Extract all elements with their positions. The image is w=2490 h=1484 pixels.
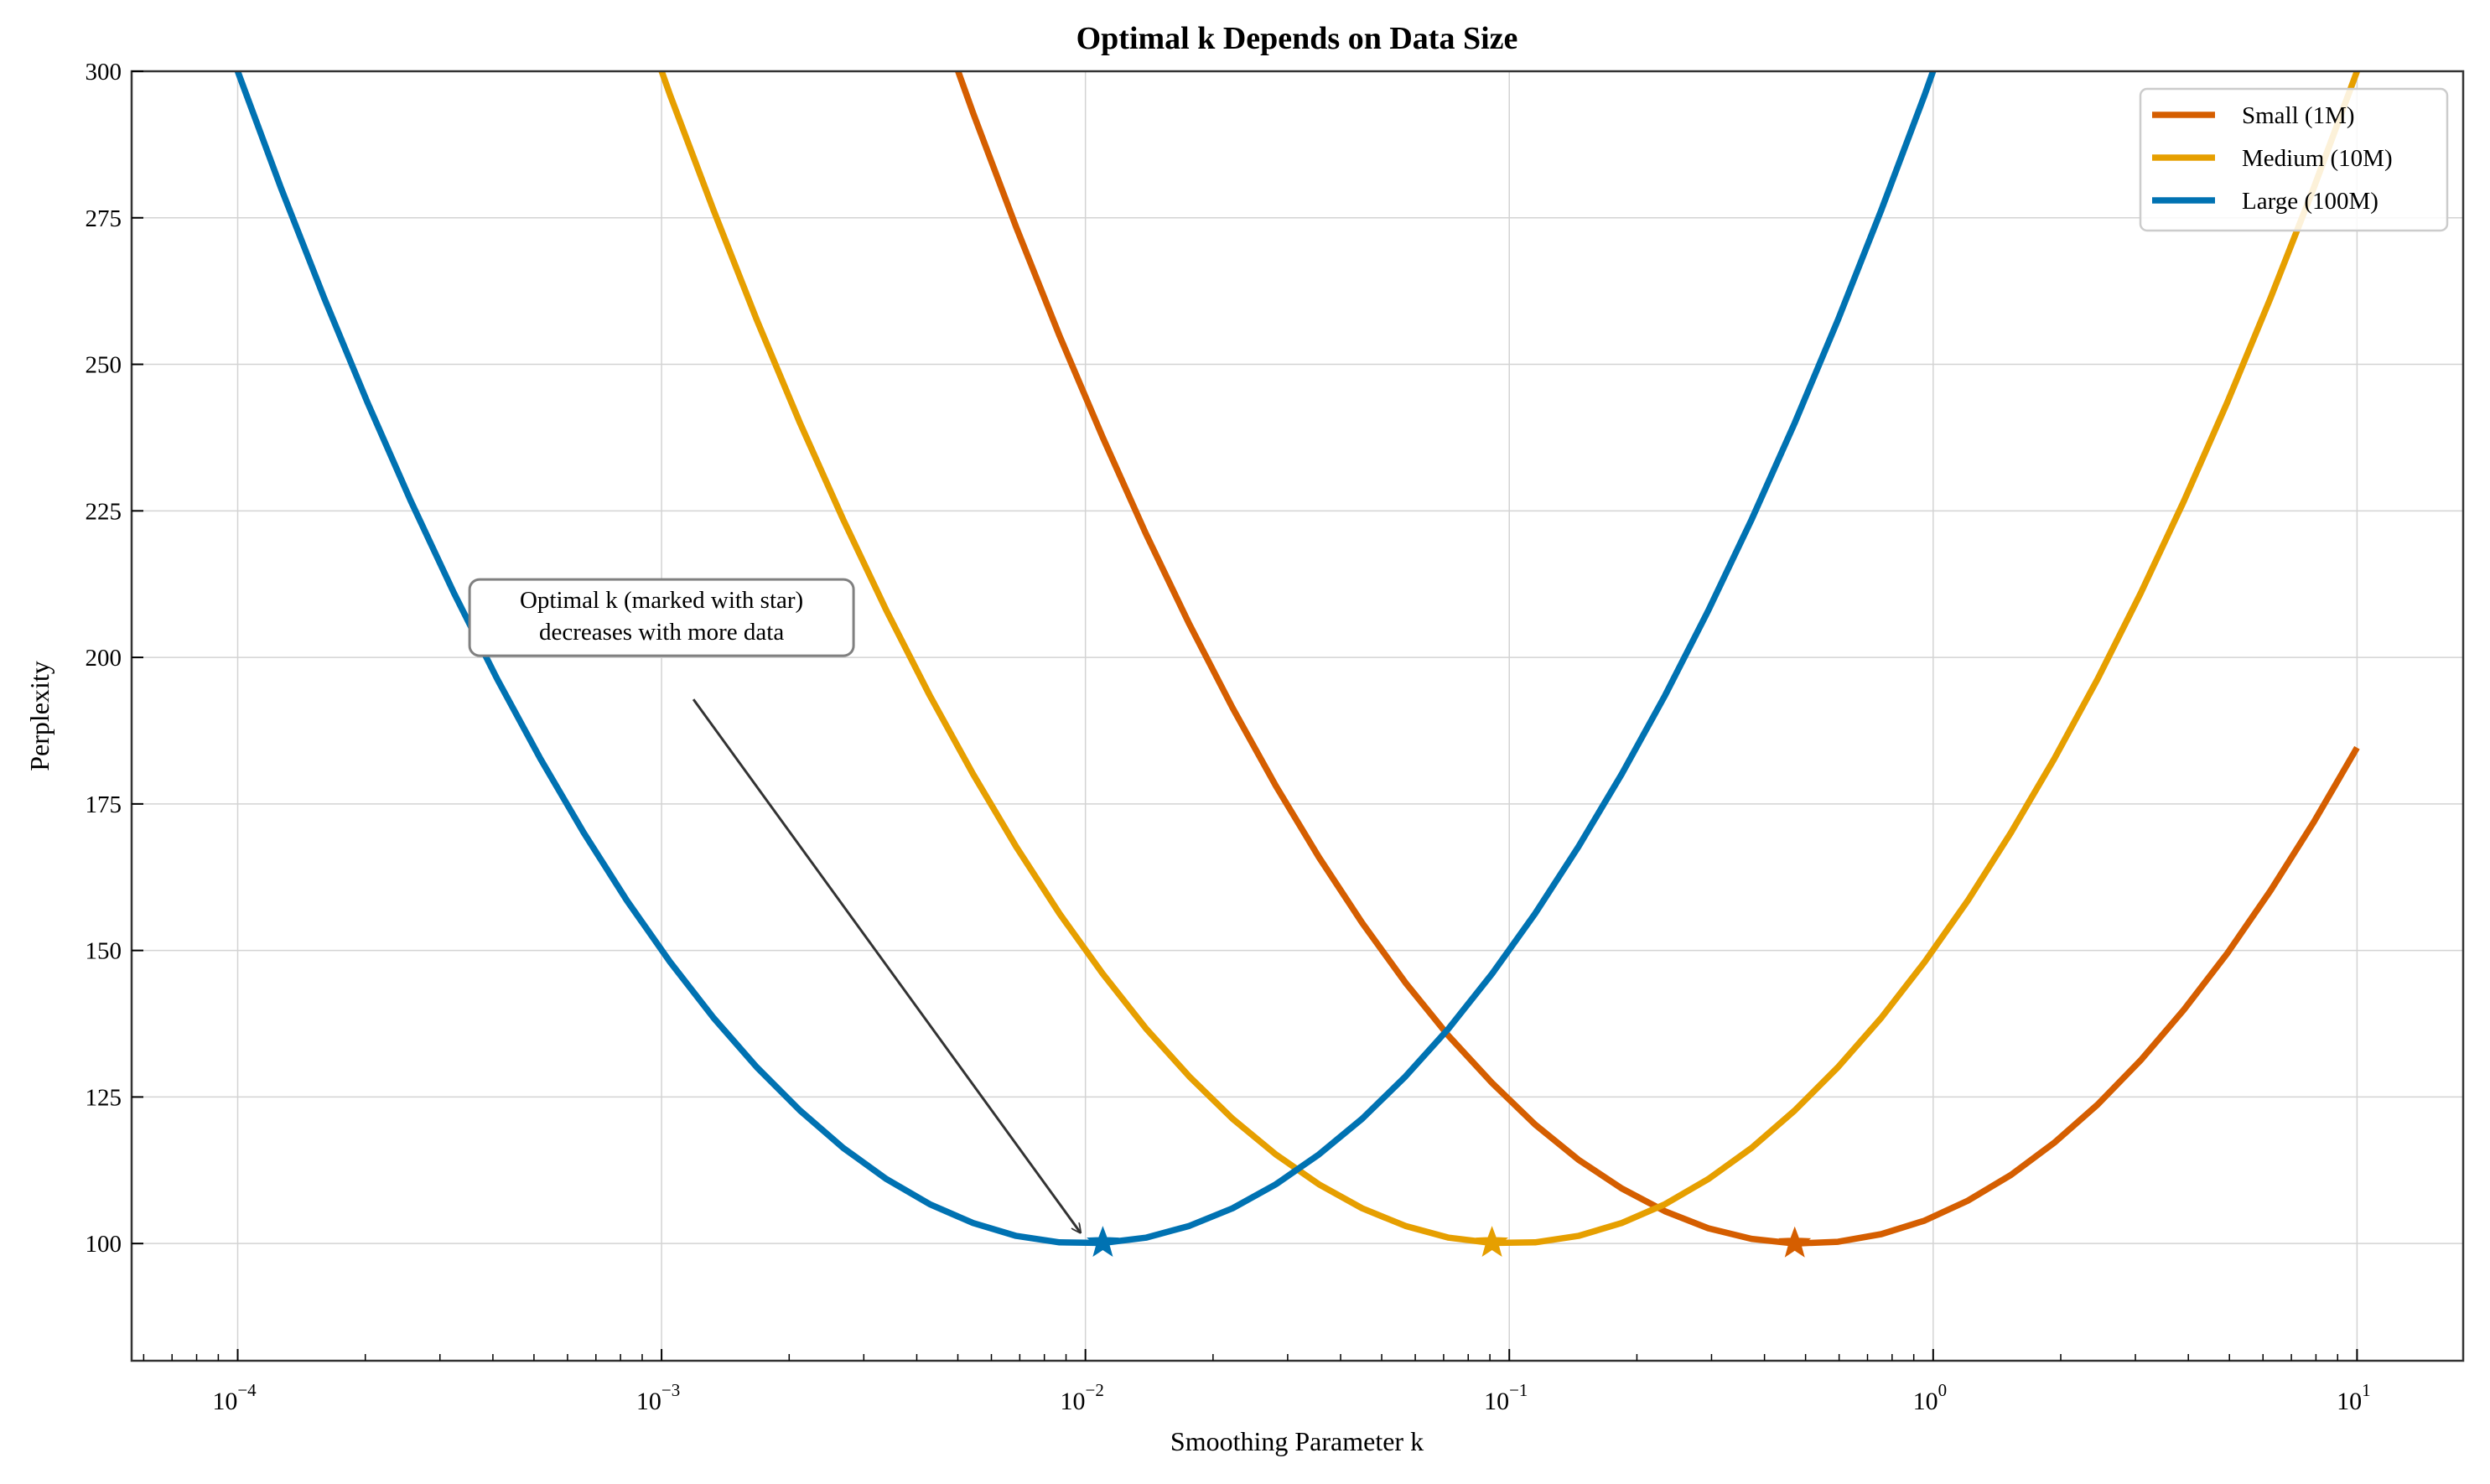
series-line-small bbox=[954, 71, 2360, 1247]
legend-label: Medium (10M) bbox=[2242, 145, 2393, 172]
chart-title: Optimal k Depends on Data Size bbox=[1076, 21, 1518, 56]
optimal-star-medium bbox=[1476, 1226, 1509, 1258]
annotation-box bbox=[468, 578, 855, 657]
optimal-star-large bbox=[1086, 1226, 1119, 1258]
y-tick-label: 200 bbox=[86, 645, 122, 672]
annotation: Optimal k (marked with star) decreases wi… bbox=[468, 578, 1081, 1232]
x-axis-label: Smoothing Parameter k bbox=[1170, 1426, 1424, 1456]
annotation-text: Optimal k (marked with star) bbox=[520, 587, 803, 614]
series-line-large bbox=[234, 71, 1937, 1247]
y-tick-label: 125 bbox=[86, 1084, 122, 1111]
legend-label: Large (100M) bbox=[2242, 188, 2378, 215]
x-tick-label: 10−3 bbox=[636, 1380, 680, 1415]
annotation-arrow bbox=[692, 698, 1081, 1232]
y-tick-label: 275 bbox=[86, 205, 122, 232]
optimal-markers bbox=[1086, 1226, 1812, 1258]
x-tick-label: 10−1 bbox=[1484, 1380, 1528, 1415]
y-tick-label: 175 bbox=[86, 791, 122, 818]
x-tick-label: 100 bbox=[1913, 1380, 1948, 1415]
series-lines bbox=[234, 71, 2360, 1247]
legend-box bbox=[2139, 87, 2449, 232]
y-axis-label: Perplexity bbox=[24, 661, 54, 771]
y-tick-label: 100 bbox=[86, 1231, 122, 1258]
y-tick-label: 225 bbox=[86, 498, 122, 525]
y-tick-label: 300 bbox=[86, 59, 122, 86]
legend-label: Small (1M) bbox=[2242, 102, 2355, 129]
x-tick-label: 10−2 bbox=[1061, 1380, 1104, 1415]
annotation-text: decreases with more data bbox=[539, 619, 784, 646]
x-tick-label: 10−4 bbox=[212, 1380, 257, 1415]
axis-ticks: 10−4 10−3 10−2 10−1 100 101 100 125 150 175 200 225… bbox=[86, 59, 2371, 1415]
legend: Small (1M) Medium (10M) Large (100M) bbox=[2139, 87, 2449, 232]
optimal-star-small bbox=[1778, 1226, 1812, 1258]
y-tick-label: 250 bbox=[86, 352, 122, 379]
x-tick-label: 101 bbox=[2337, 1380, 2371, 1415]
plot-frame bbox=[130, 70, 2465, 1362]
y-tick-label: 150 bbox=[86, 938, 122, 965]
grid bbox=[132, 70, 2463, 1361]
